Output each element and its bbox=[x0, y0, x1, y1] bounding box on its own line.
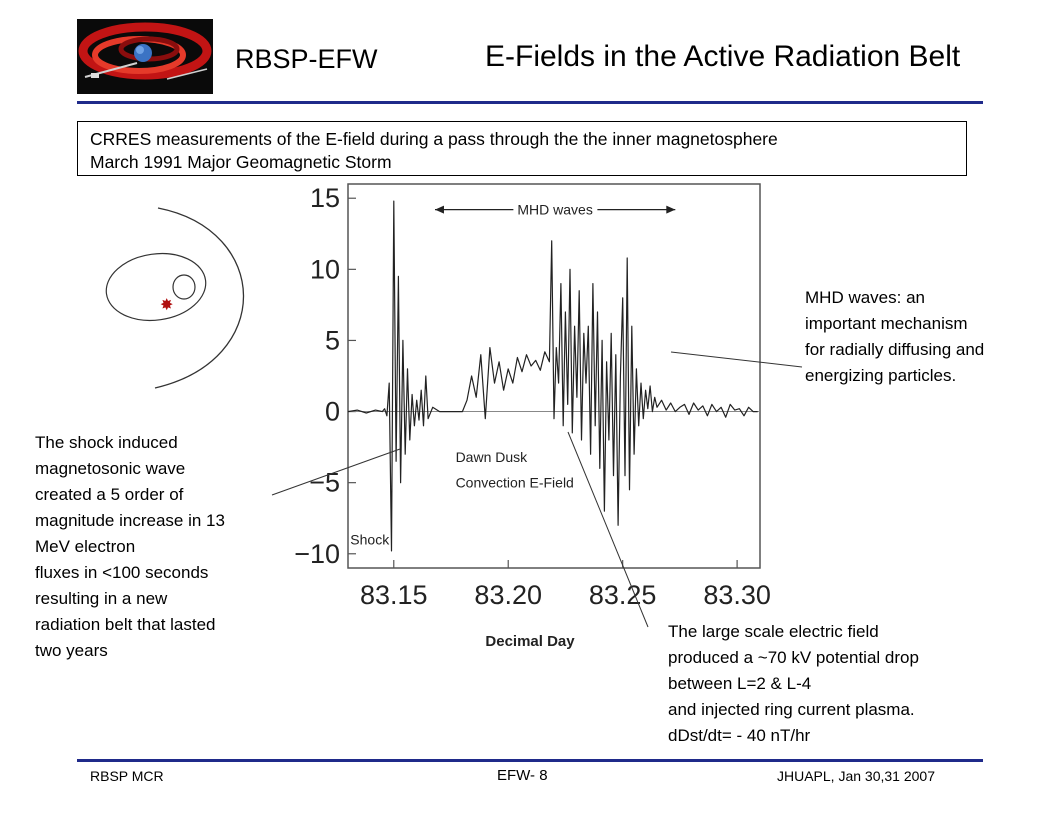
caption-line-1: CRRES measurements of the E-field during… bbox=[90, 129, 778, 149]
plot-frame bbox=[347, 183, 761, 569]
shock-note-line: magnetosonic wave bbox=[35, 459, 186, 478]
mhd-note-line: for radially diffusing and bbox=[805, 340, 985, 359]
mhd-label-backdrop bbox=[513, 199, 598, 220]
shock-note-line: two years bbox=[35, 641, 108, 660]
crres-orbit-ellipse bbox=[105, 252, 207, 322]
footer-page-number: EFW- 8 bbox=[497, 767, 548, 784]
header-divider bbox=[77, 101, 983, 104]
y-tick-label: 0 bbox=[325, 397, 340, 427]
shock-note-line: The shock induced bbox=[35, 433, 178, 452]
orbit-diagram: ✸ bbox=[105, 207, 245, 389]
x-tick-label: 83.25 bbox=[589, 580, 657, 610]
y-tick-label: 10 bbox=[310, 254, 340, 284]
page-title: E-Fields in the Active Radiation Belt bbox=[485, 40, 961, 73]
chart-annotations: MHD waves Dawn Dusk Convection E-Field Shoc… bbox=[350, 199, 598, 548]
mhd-arrow-left-head bbox=[434, 205, 444, 214]
y-tick-label: −5 bbox=[309, 468, 340, 498]
logo-graphic bbox=[77, 19, 213, 94]
mhd-arrow-right-head bbox=[666, 205, 676, 214]
x-tick-label: 83.30 bbox=[703, 580, 771, 610]
shock-note-line: fluxes in <100 seconds bbox=[35, 563, 209, 582]
earth-circle bbox=[172, 274, 196, 300]
shock-note-line: MeV electron bbox=[35, 537, 136, 556]
y-axis: 15 10 5 0 −5 −10 bbox=[294, 183, 356, 569]
efield-note-line: between L=2 & L-4 bbox=[668, 674, 812, 693]
mission-logo bbox=[77, 19, 213, 94]
caption-box: CRRES measurements of the E-field during… bbox=[77, 121, 967, 176]
magnetopause-boundary bbox=[154, 207, 245, 389]
footer-right: JHUAPL, Jan 30,31 2007 bbox=[777, 768, 935, 784]
dawn-dusk-label: Dawn Dusk bbox=[456, 449, 529, 465]
mhd-waves-label: MHD waves bbox=[517, 202, 592, 218]
shock-note-line: magnitude increase in 13 bbox=[35, 511, 225, 530]
x-tick-label: 83.20 bbox=[474, 580, 542, 610]
y-tick-label: 15 bbox=[310, 183, 340, 213]
y-tick-label: 5 bbox=[325, 325, 340, 355]
y-tick-label: −10 bbox=[294, 539, 340, 569]
x-tick-label: 83.15 bbox=[360, 580, 428, 610]
shock-note: The shock induced magnetosonic wave create… bbox=[35, 430, 225, 664]
mhd-note-line: energizing particles. bbox=[805, 366, 957, 385]
efield-note-line: and injected ring current plasma. bbox=[668, 700, 915, 719]
efield-note-line: The large scale electric field bbox=[668, 622, 879, 641]
footer-divider bbox=[77, 759, 983, 762]
convection-efield-label: Convection E-Field bbox=[456, 475, 574, 491]
shock-label: Shock bbox=[350, 532, 390, 548]
header-program-label: RBSP-EFW bbox=[235, 44, 378, 74]
efield-note: The large scale electric field produced a… bbox=[668, 619, 919, 749]
mhd-note-line: important mechanism bbox=[805, 314, 968, 333]
mhd-note: MHD waves: an important mechanism for radi… bbox=[805, 285, 984, 389]
x-axis-label: Decimal Day bbox=[485, 633, 575, 650]
efield-trace-series bbox=[347, 200, 758, 552]
shock-note-line: created a 5 order of bbox=[35, 485, 184, 504]
mhd-note-line: MHD waves: an bbox=[805, 288, 925, 307]
shock-note-line: radiation belt that lasted bbox=[35, 615, 216, 634]
caption-line-2: March 1991 Major Geomagnetic Storm bbox=[90, 152, 392, 172]
efield-note-line: dDst/dt= - 40 nT/hr bbox=[668, 726, 811, 745]
efield-note-line: produced a ~70 kV potential drop bbox=[668, 648, 919, 667]
shock-note-line: resulting in a new bbox=[35, 589, 168, 608]
spacecraft-position-marker: ✸ bbox=[160, 295, 173, 314]
efield-chart: 15 10 5 0 −5 −10 83.15 83.20 83.25 83.30 MHD wav… bbox=[294, 183, 771, 650]
footer-left: RBSP MCR bbox=[90, 768, 164, 784]
